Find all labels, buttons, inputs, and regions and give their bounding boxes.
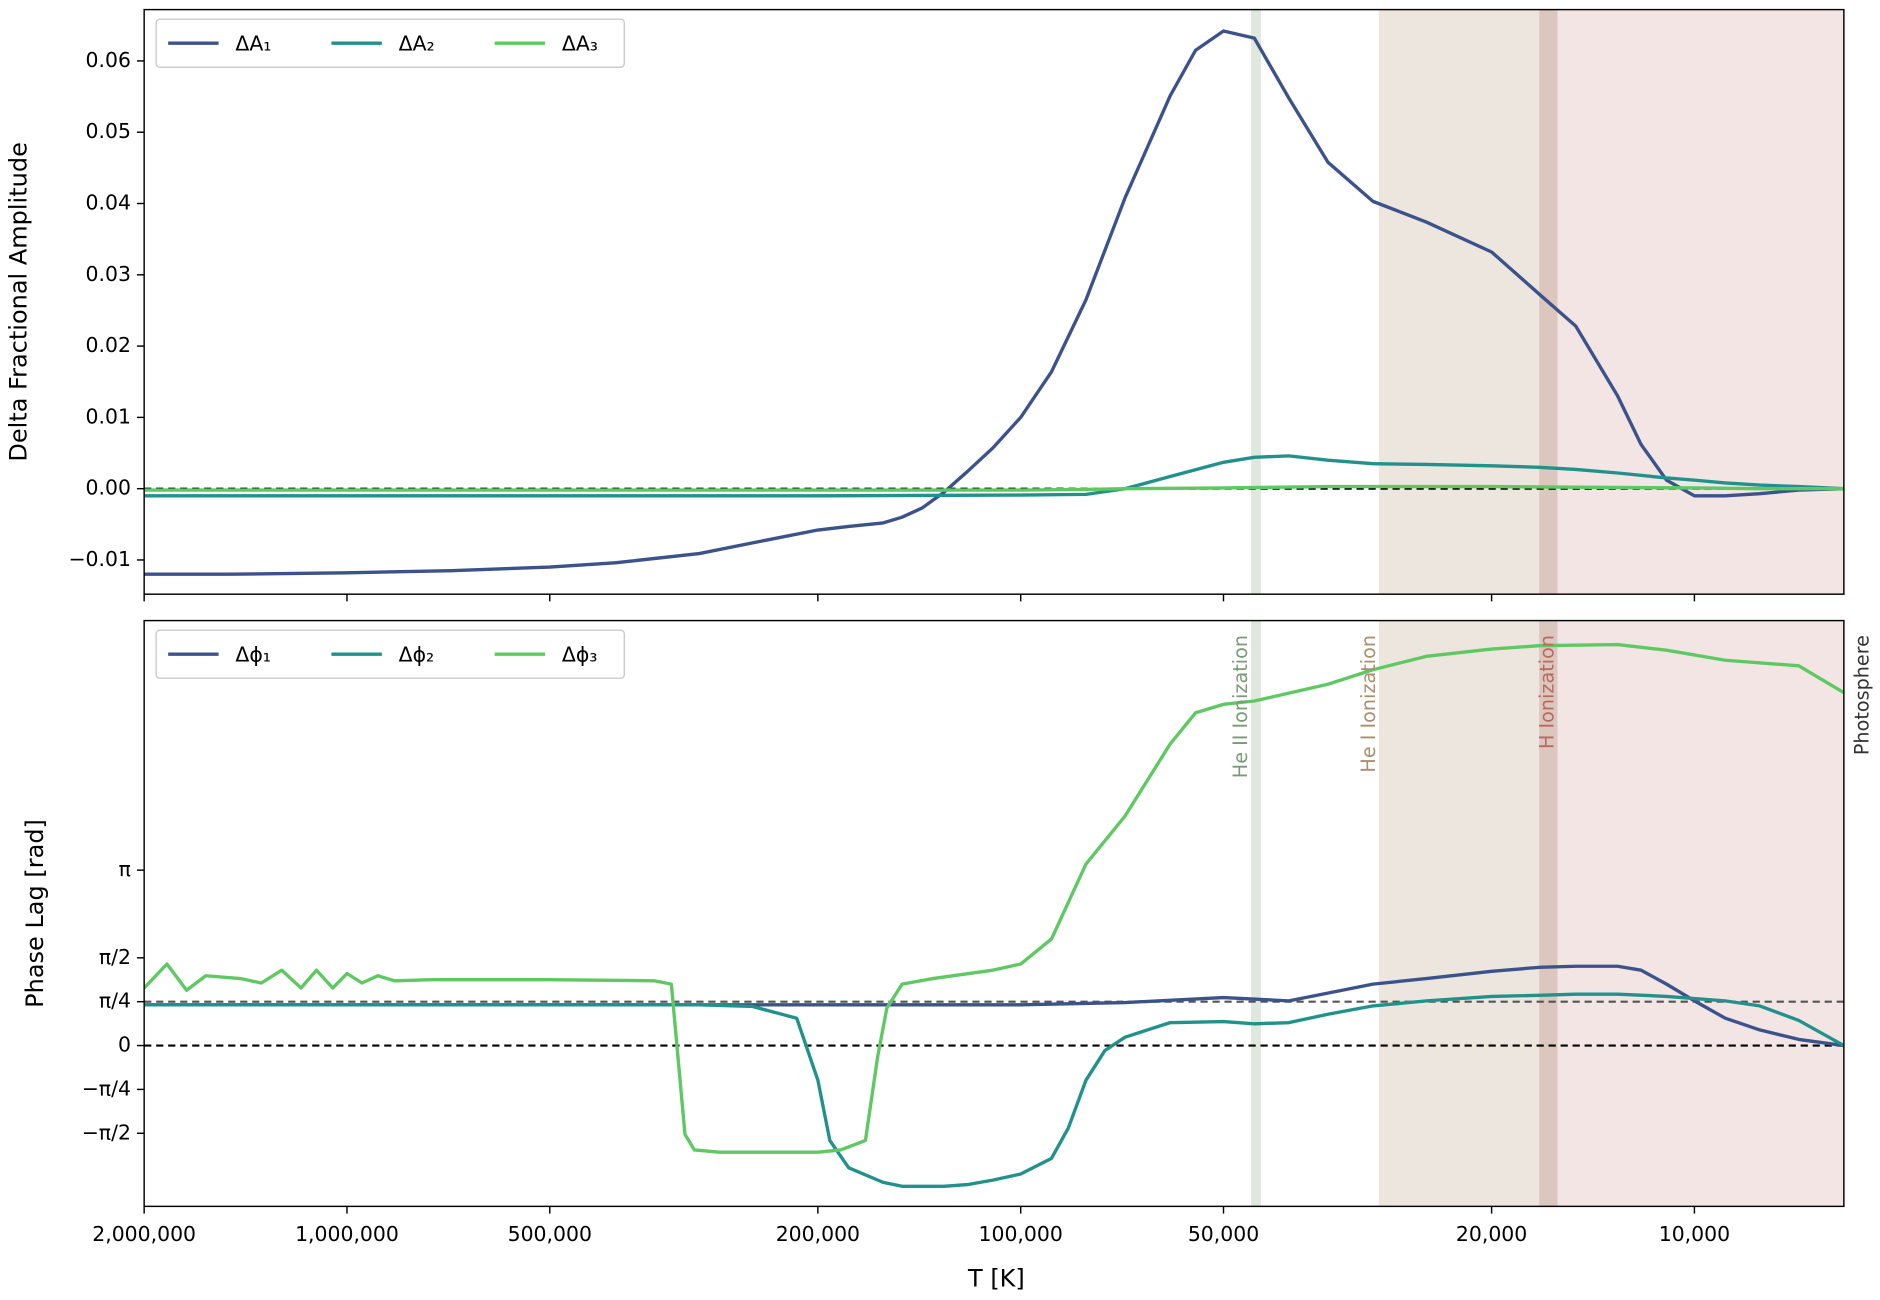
region-label: He I Ionization <box>1357 635 1380 773</box>
x-tick-label: 10,000 <box>1659 1222 1730 1246</box>
series-line <box>144 29 1844 576</box>
legend-label: Δϕ₁ <box>235 642 271 666</box>
x-tick-label: 200,000 <box>776 1222 860 1246</box>
y-tick-label: 0.04 <box>86 191 131 215</box>
legend-label: Δϕ₃ <box>562 642 598 666</box>
x-axis-label: T [K] <box>967 1265 1025 1293</box>
region-label: H Ionization <box>1536 635 1559 749</box>
y-tick-label: π <box>119 857 131 881</box>
axes-frame <box>143 8 1845 595</box>
shaded-region <box>1557 9 1844 595</box>
plot-area <box>144 9 1844 595</box>
y-tick-label: π/4 <box>99 989 131 1013</box>
x-tick-label: 2,000,000 <box>92 1222 196 1246</box>
legend-box <box>155 18 626 68</box>
x-tick-label: 20,000 <box>1456 1222 1527 1246</box>
series-line <box>144 484 1844 492</box>
region-label: He II Ionization <box>1229 635 1252 778</box>
y-tick-label: 0.00 <box>86 476 131 500</box>
series-line <box>144 454 1844 498</box>
y-tick-label: 0.06 <box>86 48 131 72</box>
legend-label: ΔA₃ <box>562 31 598 55</box>
shaded-region <box>1539 620 1558 1207</box>
y-axis-label: Delta Fractional Amplitude <box>4 142 32 461</box>
x-tick-label: 100,000 <box>979 1222 1063 1246</box>
shaded-region <box>1251 620 1261 1207</box>
y-tick-label: 0.02 <box>86 333 131 357</box>
plot-area <box>144 620 1844 1207</box>
y-tick-label: −π/2 <box>82 1120 131 1144</box>
y-tick-label: π/2 <box>99 945 131 969</box>
legend-label: Δϕ₂ <box>399 642 435 666</box>
y-tick-label: 0.05 <box>86 119 131 143</box>
legend-label: ΔA₁ <box>235 31 271 55</box>
y-tick-label: 0 <box>118 1033 131 1057</box>
shaded-region <box>1557 620 1844 1207</box>
y-tick-label: −0.01 <box>68 547 131 571</box>
annotation: Photosphere <box>1851 635 1874 755</box>
legend-label: ΔA₂ <box>399 31 435 55</box>
shaded-region <box>1378 620 1540 1207</box>
x-tick-label: 1,000,000 <box>295 1222 399 1246</box>
shaded-region <box>1251 9 1261 595</box>
legend-box <box>155 629 626 679</box>
axes-frame <box>143 619 1845 1208</box>
y-tick-label: 0.01 <box>86 404 131 428</box>
x-tick-label: 500,000 <box>508 1222 592 1246</box>
y-tick-label: 0.03 <box>86 262 131 286</box>
series-line <box>144 992 1844 1188</box>
series-line <box>144 642 1844 1154</box>
y-axis-label: Phase Lag [rad] <box>21 819 49 1008</box>
y-tick-label: −π/4 <box>82 1076 131 1100</box>
shaded-region <box>1378 9 1540 595</box>
series-line <box>144 964 1844 1048</box>
x-tick-label: 50,000 <box>1188 1222 1259 1246</box>
